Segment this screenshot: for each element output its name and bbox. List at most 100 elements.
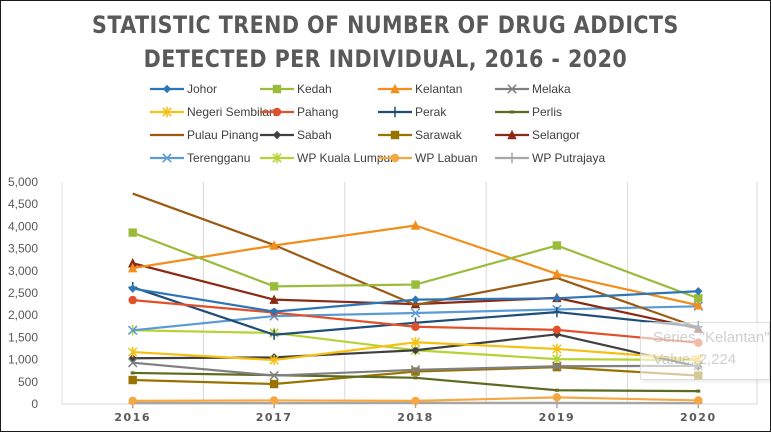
legend-item-johor[interactable]: Johor [150,80,217,98]
legend-label: Selangor [532,128,581,142]
chart-title-line-2: DETECTED PER INDIVIDUAL, 2016 - 2020 [143,45,628,73]
data-point-johor [694,287,703,296]
legend-swatch-icon [260,84,294,94]
data-point-sarawak [269,379,279,389]
series-kelantan[interactable] [128,220,703,310]
legend-item-sarawak[interactable]: Sarawak [378,126,462,144]
legend-marker-icon [390,153,400,163]
legend-item-wp-putrajaya[interactable]: WP Putrajaya [495,149,605,167]
legend-swatch-icon [260,107,294,117]
x-tick-label: 2017 [256,411,293,424]
data-point-melaka [552,361,562,371]
x-tick-label: 2019 [539,411,576,424]
data-point-wp-labuan [269,396,279,405]
data-point-kelantan [693,300,703,310]
legend-swatch-icon [378,106,412,118]
legend-item-pulau-pinang[interactable]: Pulau Pinang [150,126,258,144]
data-point-wp-labuan [128,396,137,406]
data-point-wp-labuan [552,393,562,402]
y-tick-label: 1,500 [8,330,38,344]
legend-swatch-icon [260,130,294,140]
y-tick-label: 4,500 [8,197,38,211]
data-point-johor [128,284,137,293]
series-johor[interactable] [128,284,703,316]
legend-marker-icon [272,152,282,164]
data-point-sarawak [128,375,137,385]
legend-item-terengganu[interactable]: Terengganu [150,149,250,167]
data-point-kedah [128,228,137,237]
series-line-pulau-pinang[interactable] [132,192,699,329]
legend-label: Perak [415,105,447,119]
legend-item-perlis[interactable]: Perlis [495,103,562,121]
legend-marker-icon [272,130,282,140]
legend-swatch-icon [378,83,412,94]
legend-item-melaka[interactable]: Melaka [495,80,571,98]
y-tick-label: 1,000 [8,353,38,367]
legend-swatch-icon [378,153,412,163]
legend-label: Sabah [297,128,332,142]
legend-item-perak[interactable]: Perak [378,103,446,121]
legend-swatch-icon [150,106,184,118]
series-wp-labuan[interactable] [128,393,703,406]
data-point-melaka [269,370,279,381]
legend-swatch-icon [150,84,184,94]
y-tick-label: 3,000 [8,264,38,278]
legend-swatch-icon [495,110,529,114]
data-point-selangor [128,258,138,268]
series-pulau-pinang[interactable] [132,192,699,329]
legend-label: WP Labuan [415,151,478,165]
legend-item-kelantan[interactable]: Kelantan [378,80,462,98]
chart-title-line-1: STATISTIC TREND OF NUMBER OF DRUG ADDICT… [92,11,679,39]
legend-label: WP Putrajaya [532,151,606,165]
data-point-pahang [411,322,420,331]
legend-marker-icon [390,130,400,140]
legend-marker-icon [162,106,172,118]
y-tick-label: 500 [18,375,38,389]
series-kedah[interactable] [128,228,703,303]
data-point-negeri-sembilan [269,354,279,366]
data-point-negeri-sembilan [410,337,421,348]
data-point-perlis [554,388,559,392]
data-point-wp-labuan [411,396,420,406]
series-tooltip: Series "Kelantan" Value: 2,224 [640,322,770,380]
data-point-wp-labuan [694,396,703,405]
legend-item-kedah[interactable]: Kedah [260,80,332,98]
legend-swatch-icon [378,130,412,140]
data-point-terengganu [410,308,421,318]
data-point-perlis [696,389,701,393]
legend-item-selangor[interactable]: Selangor [495,126,580,144]
legend-marker-icon [507,84,517,94]
legend-marker-icon [272,107,282,117]
legend-marker-icon [507,129,517,140]
data-point-kelantan [410,220,421,230]
data-point-johor [411,295,420,304]
data-point-melaka [127,357,138,368]
y-tick-label: 2,500 [8,286,38,300]
chart-title: STATISTIC TREND OF NUMBER OF DRUG ADDICT… [54,8,717,76]
data-point-perak [552,306,562,318]
data-point-kedah [694,294,703,303]
legend-item-wp-labuan[interactable]: WP Labuan [378,149,478,167]
x-tick-label: 2020 [680,411,717,424]
legend-swatch-icon [150,133,184,137]
legend-item-wp-kuala-lumpur[interactable]: WP Kuala Lumpur [260,149,394,167]
y-tick-label: 3,500 [8,242,38,256]
legend-label: Kelantan [415,82,463,96]
legend-label: Perlis [532,105,563,119]
data-point-selangor [269,294,279,304]
legend-label: Sarawak [415,128,462,142]
legend-swatch-icon [150,153,184,163]
legend-label: Terengganu [187,151,251,165]
legend-label: Kedah [297,82,332,96]
legend-item-sabah[interactable]: Sabah [260,126,332,144]
data-point-kedah [552,241,562,250]
legend-marker-icon [162,153,172,163]
y-tick-label: 4,000 [8,219,38,233]
legend-label: Negeri Sembilan [187,105,276,119]
data-point-terengganu [127,325,138,336]
legend-item-negeri-sembilan[interactable]: Negeri Sembilan [150,103,276,121]
legend-marker-icon [272,84,282,94]
data-point-perlis [130,371,135,375]
legend-marker-icon [390,106,400,118]
legend-item-pahang[interactable]: Pahang [260,103,338,121]
